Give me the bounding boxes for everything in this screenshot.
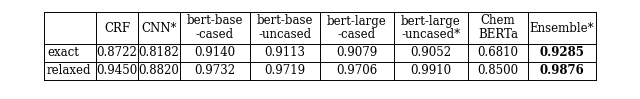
Text: 0.6810: 0.6810 [477,47,518,59]
Text: 0.9052: 0.9052 [410,47,452,59]
Text: Chem
BERTa: Chem BERTa [478,14,518,41]
Text: 0.9706: 0.9706 [337,65,378,78]
Text: 0.9285: 0.9285 [540,47,584,59]
Text: relaxed: relaxed [47,65,92,78]
Text: 0.9876: 0.9876 [540,65,584,78]
Text: Ensemble*: Ensemble* [530,21,595,34]
Text: 0.9140: 0.9140 [195,47,236,59]
Text: 0.9113: 0.9113 [264,47,305,59]
Text: CNN*: CNN* [141,21,177,34]
Text: bert-base
-uncased: bert-base -uncased [257,14,313,41]
Text: CRF: CRF [104,21,130,34]
Text: exact: exact [47,47,79,59]
Text: 0.9079: 0.9079 [337,47,378,59]
Text: 0.8820: 0.8820 [139,65,179,78]
Text: 0.8182: 0.8182 [139,47,179,59]
Text: 0.9910: 0.9910 [410,65,452,78]
Text: bert-large
-cased: bert-large -cased [327,14,387,41]
Text: bert-large
-uncased*: bert-large -uncased* [401,14,461,41]
Text: 0.9450: 0.9450 [97,65,138,78]
Text: 0.9732: 0.9732 [195,65,236,78]
Text: 0.9719: 0.9719 [264,65,305,78]
Text: 0.8500: 0.8500 [477,65,518,78]
Text: 0.8722: 0.8722 [97,47,138,59]
Text: bert-base
-cased: bert-base -cased [187,14,243,41]
